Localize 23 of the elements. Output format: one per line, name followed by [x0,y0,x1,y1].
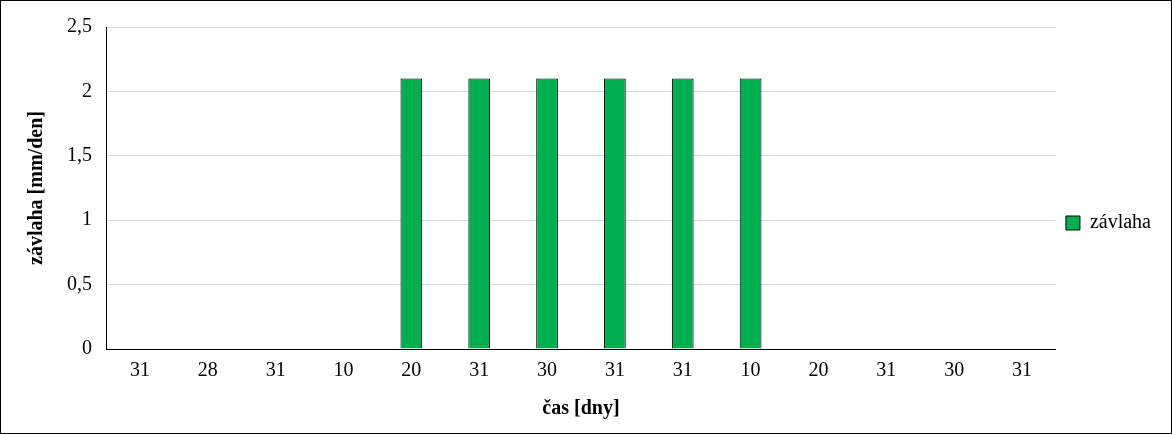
y-tick-label: 0 [82,336,92,359]
x-tick-label: 30 [537,358,558,381]
x-tick-label: 30 [944,358,965,381]
x-tick-label: 28 [197,358,218,381]
y-tick-label: 1,5 [67,143,92,166]
y-tick-label: 2,5 [67,14,92,37]
x-tick-label: 31 [1012,358,1033,381]
x-tick-label: 10 [740,358,761,381]
y-axis-title: závlaha [mm/den] [24,111,47,265]
y-tick-label: 0,5 [67,271,92,294]
x-axis-title: čas [dny] [542,396,620,420]
x-tick-label: 31 [265,358,286,381]
x-tick-label: 20 [808,358,829,381]
x-tick-label: 31 [604,358,625,381]
y-tick-label: 2 [82,78,92,101]
y-tick-label: 1 [82,207,92,230]
x-tick-label: 31 [469,358,490,381]
legend-label: závlaha [1089,210,1152,233]
x-tick-label: 20 [401,358,422,381]
x-tick-label: 31 [129,358,150,381]
x-tick-label: 10 [333,358,354,381]
x-tick-label: 31 [876,358,897,381]
x-tick-label: 31 [672,358,693,381]
